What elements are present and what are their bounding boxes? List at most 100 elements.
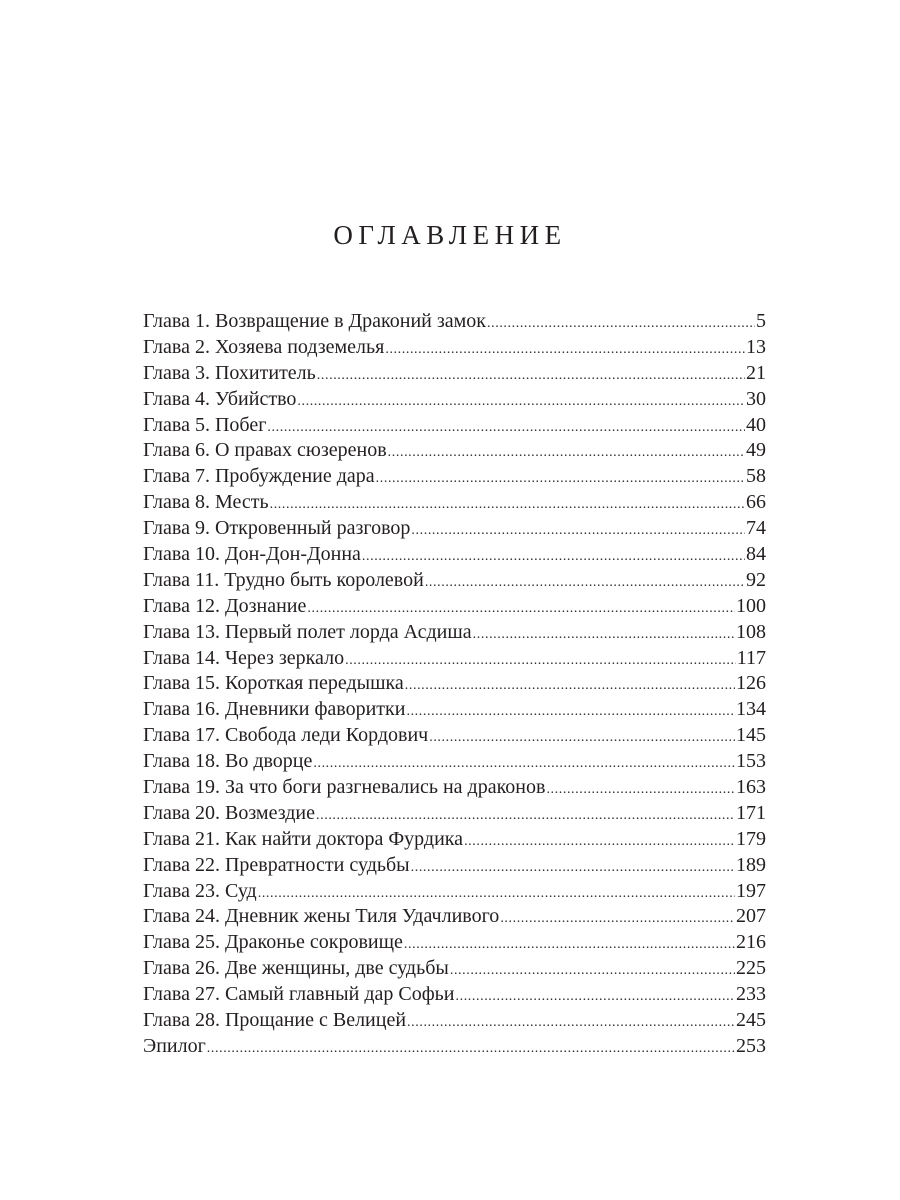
toc-entry: Глава 3. Похититель 21 (143, 361, 766, 387)
toc-entry: Глава 22. Превратности судьбы 189 (143, 853, 766, 879)
toc-entry-page-number: 225 (736, 957, 766, 980)
toc-entry: Глава 17. Свобода леди Кордович 145 (143, 723, 766, 749)
toc-entry-title: Глава 1. Возвращение в Драконий замок (143, 310, 487, 332)
toc-entry: Эпилог 253 (143, 1034, 766, 1060)
dot-leader (473, 620, 735, 648)
dot-leader (362, 542, 745, 570)
toc-entry: Глава 14. Через зеркало 117 (143, 646, 766, 672)
toc-entry: Глава 23. Суд 197 (143, 879, 766, 905)
toc-entry-page-number: 145 (736, 724, 766, 747)
toc-entry: Глава 8. Месть 66 (143, 490, 766, 516)
dot-leader (317, 361, 745, 389)
dot-leader (411, 853, 735, 881)
dot-leader (407, 1008, 735, 1036)
toc-entry-page-number: 189 (736, 853, 766, 876)
toc-entry-page-number: 117 (736, 646, 766, 669)
toc-entry-page-number: 179 (736, 827, 766, 850)
dot-leader (258, 879, 735, 907)
dot-leader (404, 930, 735, 958)
dot-leader (207, 1034, 735, 1062)
dot-leader (313, 749, 735, 777)
dot-leader (425, 568, 745, 596)
toc-entry-title: Глава 12. Дознание (143, 594, 307, 617)
toc-entry-page-number: 5 (756, 310, 766, 332)
toc-entry: Глава 26. Две женщины, две судьбы 225 (143, 956, 766, 982)
toc-entry: Глава 18. Во дворце 153 (143, 749, 766, 775)
toc-entry: Глава 9. Откровенный разговор 74 (143, 516, 766, 542)
toc-entry-title: Глава 20. Возмездие (143, 801, 316, 824)
toc-entry: Глава 21. Как найти доктора Фурдика 179 (143, 827, 766, 853)
toc-entry: Глава 28. Прощание с Велицей 245 (143, 1008, 766, 1034)
toc-entry-title: Глава 28. Прощание с Велицей (143, 1009, 407, 1032)
toc-entry-page-number: 21 (746, 361, 766, 384)
toc-entry-title: Глава 10. Дон-Дон-Донна (143, 543, 361, 566)
toc-entry-page-number: 153 (736, 750, 766, 773)
toc-entry-page-number: 40 (746, 413, 766, 436)
toc-entry-title: Глава 6. О правах сюзеренов (143, 439, 387, 462)
toc-entry-title: Глава 23. Суд (143, 879, 257, 902)
dot-leader (307, 594, 735, 622)
toc-entry: Глава 7. Пробуждение дара 58 (143, 464, 766, 490)
toc-entry-page-number: 126 (736, 672, 766, 695)
toc-entry-page-number: 171 (736, 801, 766, 824)
toc-entry-page-number: 216 (736, 931, 766, 954)
toc-entry: Глава 27. Самый главный дар Софьи 233 (143, 982, 766, 1008)
toc-entry-page-number: 108 (736, 620, 766, 643)
toc-entry-title: Глава 21. Как найти доктора Фурдика (143, 827, 464, 850)
toc-entry: Глава 24. Дневник жены Тиля Удачливого 20… (143, 904, 766, 930)
dot-leader (345, 646, 736, 674)
dot-leader (406, 697, 735, 725)
toc-entry-page-number: 207 (736, 905, 766, 928)
toc-entry-page-number: 253 (736, 1034, 766, 1057)
toc-entry-title: Глава 4. Убийство (143, 387, 297, 410)
dot-leader (270, 490, 745, 518)
toc-entry: Глава 4. Убийство 30 (143, 387, 766, 413)
toc-entry-title: Глава 5. Побег (143, 413, 267, 436)
toc-entry: Глава 10. Дон-Дон-Донна 84 (143, 542, 766, 568)
table-of-contents: Глава 1. Возвращение в Драконий замок 5 Гл… (143, 309, 766, 1060)
toc-entry-title: Глава 25. Драконье сокровище (143, 931, 403, 954)
toc-entry: Глава 25. Драконье сокровище 216 (143, 930, 766, 956)
dot-leader (456, 982, 736, 1010)
toc-entry-title: Глава 22. Превратности судьбы (143, 853, 410, 876)
toc-entry: Глава 5. Побег 40 (143, 413, 766, 439)
toc-entry-page-number: 74 (746, 517, 766, 540)
toc-entry-title: Глава 19. За что боги разгневались на др… (143, 776, 546, 799)
toc-entry-page-number: 163 (736, 776, 766, 799)
toc-entry-title: Глава 9. Откровенный разговор (143, 517, 411, 540)
toc-entry: Глава 15. Короткая передышка 126 (143, 671, 766, 697)
dot-leader (429, 723, 735, 751)
toc-entry-title: Глава 17. Свобода леди Кордович (143, 724, 429, 747)
toc-entry-title: Глава 13. Первый полет лорда Асдиша (143, 620, 472, 643)
toc-entry-page-number: 245 (736, 1009, 766, 1032)
toc-entry-title: Глава 18. Во дворце (143, 750, 313, 773)
toc-entry-title: Глава 16. Дневники фаворитки (143, 698, 406, 721)
toc-entry-title: Глава 24. Дневник жены Тиля Удачливого (143, 905, 500, 928)
toc-entry-page-number: 30 (746, 387, 766, 410)
toc-entry-title: Глава 11. Трудно быть королевой (143, 568, 424, 591)
toc-entry-page-number: 92 (746, 568, 766, 591)
toc-entry-title: Глава 26. Две женщины, две судьбы (143, 957, 449, 980)
toc-entry-page-number: 197 (736, 879, 766, 902)
toc-entry-page-number: 233 (736, 983, 766, 1006)
dot-leader (450, 956, 735, 984)
toc-entry-page-number: 66 (746, 491, 766, 514)
toc-entry-title: Глава 8. Месть (143, 491, 269, 514)
toc-entry-page-number: 100 (736, 594, 766, 617)
dot-leader (487, 309, 755, 337)
dot-leader (546, 775, 735, 803)
toc-entry: Глава 16. Дневники фаворитки 134 (143, 697, 766, 723)
toc-entry: Глава 12. Дознание 100 (143, 594, 766, 620)
dot-leader (500, 904, 735, 932)
toc-entry: Глава 20. Возмездие 171 (143, 801, 766, 827)
dot-leader (376, 464, 745, 492)
dot-leader (385, 335, 745, 363)
toc-entry-page-number: 134 (736, 698, 766, 721)
toc-entry: Глава 11. Трудно быть королевой 92 (143, 568, 766, 594)
toc-entry-title: Глава 7. Пробуждение дара (143, 465, 375, 488)
dot-leader (267, 413, 745, 441)
dot-leader (388, 438, 745, 466)
toc-entry-page-number: 84 (746, 543, 766, 566)
dot-leader (411, 516, 745, 544)
dot-leader (464, 827, 735, 855)
